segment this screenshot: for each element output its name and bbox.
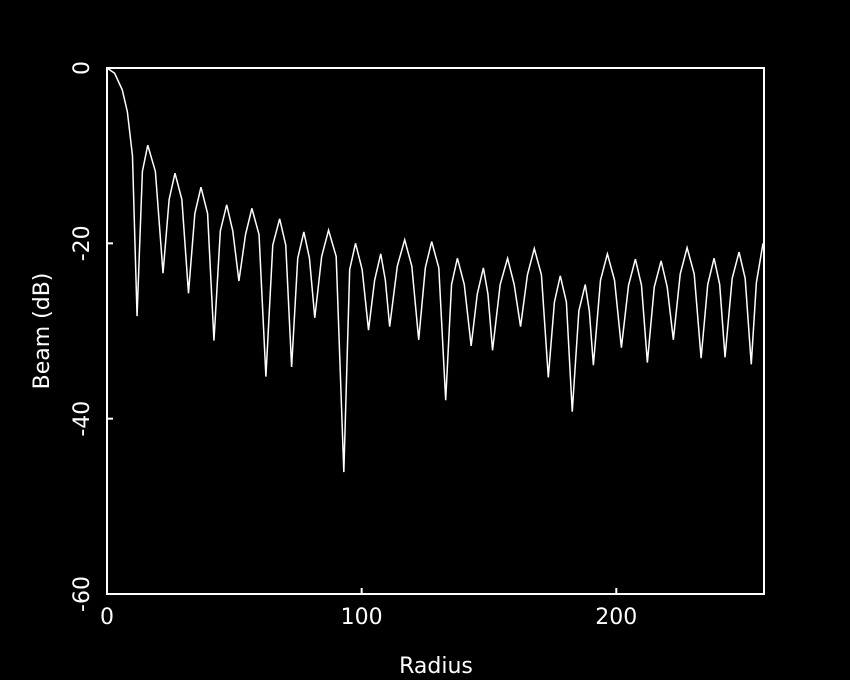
data-line [106,67,764,473]
x-tick-label: 200 [595,605,637,630]
y-tick-label: 0 [70,61,95,75]
y-tick-label: -20 [70,225,95,261]
y-tick-label: -60 [70,576,95,612]
x-axis-label: Radius [399,654,473,679]
x-tick-label: 100 [341,605,383,630]
y-tick-label: -40 [70,401,95,437]
x-tick-label: 0 [100,605,114,630]
y-axis-label: Beam (dB) [30,273,55,390]
plot-frame [106,67,765,595]
